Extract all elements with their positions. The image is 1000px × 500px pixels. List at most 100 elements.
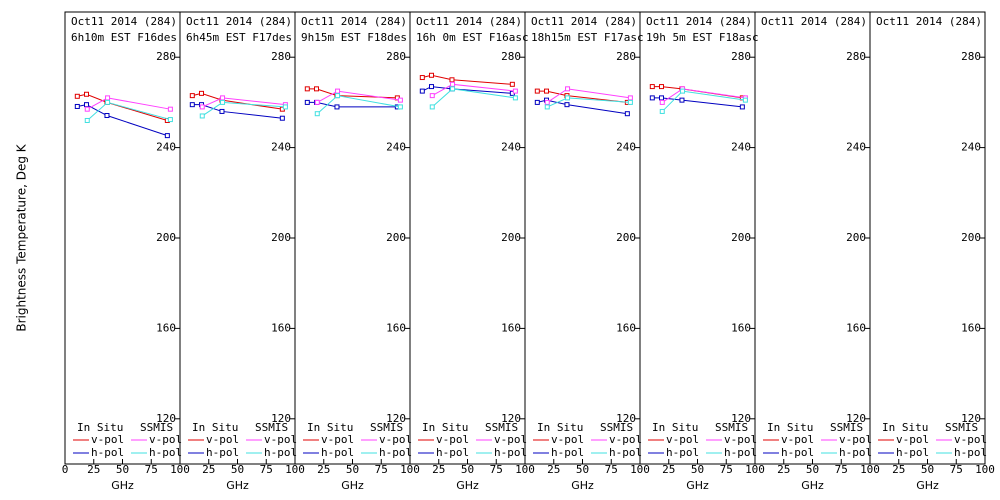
data-point — [429, 93, 435, 99]
y-tick-label: 120 — [501, 412, 521, 425]
legend-group: In Situ — [307, 421, 353, 434]
y-tick-label: 160 — [731, 321, 751, 334]
legend-label: h-pol — [206, 446, 239, 459]
x-tick-label: 50 — [806, 463, 819, 476]
y-tick-label: 240 — [156, 141, 176, 154]
legend-group: In Situ — [537, 421, 583, 434]
legend-label: h-pol — [264, 446, 297, 459]
x-tick-label: 100 — [285, 463, 305, 476]
data-point — [659, 108, 665, 114]
y-tick-label: 160 — [501, 321, 521, 334]
y-tick-label: 280 — [731, 50, 751, 63]
y-tick-label: 160 — [616, 321, 636, 334]
data-point — [314, 111, 320, 117]
legend-group: In Situ — [767, 421, 813, 434]
data-point — [544, 88, 550, 94]
data-point — [534, 99, 540, 105]
y-tick-label: 240 — [961, 141, 981, 154]
y-tick-label: 280 — [386, 50, 406, 63]
data-point — [544, 99, 550, 105]
data-point — [335, 93, 341, 99]
legend-label: v-pol — [954, 433, 987, 446]
data-point — [304, 99, 310, 105]
y-tick-label: 120 — [846, 412, 866, 425]
x-tick-label: 75 — [950, 463, 963, 476]
data-point — [659, 95, 665, 101]
panel-title: Oct11 2014 (284) — [761, 15, 867, 28]
legend-label: v-pol — [839, 433, 872, 446]
data-point — [534, 88, 540, 94]
data-point — [509, 81, 515, 87]
data-point — [84, 102, 90, 108]
x-tick-label: 50 — [576, 463, 589, 476]
legend-group: SSMIS — [370, 421, 403, 434]
legend-label: v-pol — [896, 433, 929, 446]
data-point — [84, 117, 90, 123]
data-point — [220, 95, 226, 101]
x-tick-label: 100 — [860, 463, 880, 476]
legend-group: SSMIS — [140, 421, 173, 434]
x-tick-label: 100 — [745, 463, 765, 476]
legend-label: h-pol — [839, 446, 872, 459]
y-tick-label: 280 — [846, 50, 866, 63]
legend-label: v-pol — [379, 433, 412, 446]
x-tick-label: 25 — [202, 463, 215, 476]
data-point — [220, 99, 226, 105]
data-point — [627, 95, 633, 101]
y-tick-label: 200 — [156, 231, 176, 244]
x-tick-label: 100 — [515, 463, 535, 476]
x-axis-label: GHz — [571, 479, 594, 492]
data-point — [104, 113, 110, 119]
data-point — [314, 86, 320, 92]
data-point — [199, 104, 205, 110]
y-tick-label: 160 — [846, 321, 866, 334]
y-tick-label: 200 — [271, 231, 291, 244]
legend-label: v-pol — [666, 433, 699, 446]
legend-label: v-pol — [724, 433, 757, 446]
data-point — [449, 77, 455, 83]
y-tick-label: 120 — [731, 412, 751, 425]
legend-label: h-pol — [724, 446, 757, 459]
x-tick-label: 50 — [116, 463, 129, 476]
y-tick-label: 280 — [501, 50, 521, 63]
data-point — [649, 95, 655, 101]
data-point — [512, 88, 518, 94]
x-tick-label: 100 — [630, 463, 650, 476]
legend-label: v-pol — [149, 433, 182, 446]
data-point — [680, 88, 686, 94]
x-tick-label: 100 — [400, 463, 420, 476]
data-point — [564, 102, 570, 108]
legend-group: SSMIS — [830, 421, 863, 434]
legend-label: h-pol — [149, 446, 182, 459]
panel-title: Oct11 2014 (284) — [186, 15, 292, 28]
y-tick-label: 200 — [501, 231, 521, 244]
data-point — [279, 115, 285, 121]
x-tick-label: 25 — [662, 463, 675, 476]
data-point — [84, 106, 90, 112]
panel-title: Oct11 2014 (284) — [301, 15, 407, 28]
x-tick-label: 25 — [317, 463, 330, 476]
legend-label: h-pol — [436, 446, 469, 459]
x-tick-label: 100 — [975, 463, 995, 476]
y-tick-label: 200 — [846, 231, 866, 244]
data-point — [199, 90, 205, 96]
legend-label: h-pol — [609, 446, 642, 459]
panel-title: Oct11 2014 (284) — [416, 15, 522, 28]
legend-group: SSMIS — [715, 421, 748, 434]
legend-group: In Situ — [652, 421, 698, 434]
legend-group: SSMIS — [600, 421, 633, 434]
data-point — [189, 93, 195, 99]
y-tick-label: 200 — [961, 231, 981, 244]
data-point — [429, 72, 435, 78]
data-point — [659, 99, 665, 105]
x-tick-label: 25 — [777, 463, 790, 476]
data-point — [105, 95, 111, 101]
legend-label: h-pol — [494, 446, 527, 459]
panel-subtitle: 9h15m EST F18des — [301, 31, 407, 44]
series-line — [422, 86, 513, 94]
y-tick-label: 240 — [846, 141, 866, 154]
data-point — [199, 113, 205, 119]
panel-title: Oct11 2014 (284) — [876, 15, 982, 28]
legend-group: In Situ — [882, 421, 928, 434]
data-point — [429, 104, 435, 110]
